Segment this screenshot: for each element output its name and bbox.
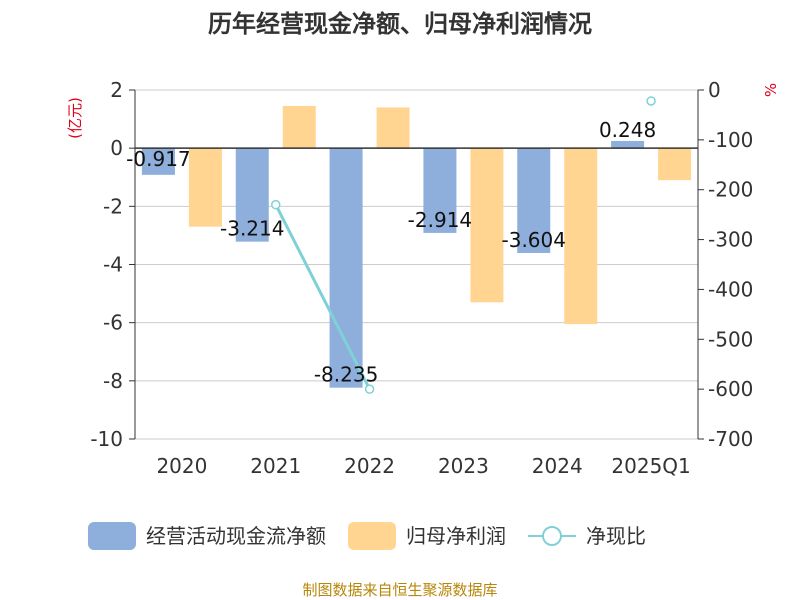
right-tick-label: -400 — [708, 277, 753, 301]
legend-label: 经营活动现金流净额 — [146, 524, 326, 548]
legend-label: 归母净利润 — [406, 524, 506, 548]
left-tick-label: -10 — [90, 427, 123, 451]
ratio-point — [646, 96, 656, 106]
right-axis-unit: % — [762, 83, 780, 97]
chart-title: 历年经营现金净额、归母净利润情况 — [208, 10, 592, 38]
x-tick-label: 2024 — [532, 454, 583, 478]
x-tick-label: 2023 — [438, 454, 489, 478]
bar-value-label: -3.214 — [220, 217, 284, 241]
legend-label: 净现比 — [586, 524, 646, 548]
bar-cashflow — [517, 148, 551, 253]
bar-value-label: 0.248 — [599, 118, 656, 142]
left-tick-label: -2 — [103, 194, 123, 218]
bar-cashflow — [141, 148, 175, 175]
axes: 20-2-4-6-8-100-100-200-300-400-500-600-7… — [90, 78, 753, 478]
bar-net-profit — [376, 107, 410, 149]
ratio-point — [271, 199, 281, 210]
left-tick-label: -6 — [103, 311, 123, 335]
ratio-line-segment — [274, 203, 371, 390]
bar-value-label: -8.235 — [314, 363, 378, 387]
bar-cashflow — [235, 148, 269, 242]
bar-net-profit — [282, 105, 316, 149]
legend-swatch — [88, 522, 136, 550]
ratio-point — [364, 384, 375, 394]
left-axis-unit: (亿元) — [66, 97, 84, 139]
bar-value-label: -0.917 — [126, 147, 190, 171]
right-tick-label: 0 — [708, 78, 721, 102]
x-tick-label: 2021 — [250, 454, 301, 478]
legend-swatch-marker — [542, 526, 562, 546]
right-tick-label: -300 — [708, 228, 753, 252]
left-tick-label: 2 — [110, 78, 123, 102]
ratio-line — [271, 96, 656, 394]
left-tick-label: 0 — [110, 136, 123, 160]
right-tick-label: -600 — [708, 377, 753, 401]
legend: 经营活动现金流净额 归母净利润 净现比 — [88, 522, 646, 550]
bar-net-profit — [564, 148, 598, 325]
left-tick-label: -4 — [103, 253, 123, 277]
bar-net-profit — [658, 148, 692, 181]
bar-value-label: -3.604 — [502, 228, 566, 252]
source-note: 制图数据来自恒生聚源数据库 — [302, 581, 497, 599]
left-tick-label: -8 — [103, 369, 123, 393]
legend-swatch — [348, 522, 396, 550]
bar-net-profit — [188, 148, 222, 227]
bar-cashflow — [611, 140, 645, 149]
right-tick-label: -200 — [708, 178, 753, 202]
x-tick-label: 2022 — [344, 454, 395, 478]
bar-value-label: -2.914 — [408, 208, 472, 232]
right-tick-label: -500 — [708, 327, 753, 351]
right-tick-label: -700 — [708, 427, 753, 451]
x-tick-label: 2025Q1 — [611, 454, 690, 478]
bar-net-profit — [470, 148, 504, 303]
bars — [141, 105, 692, 388]
right-tick-label: -100 — [708, 128, 753, 152]
x-tick-label: 2020 — [156, 454, 207, 478]
bar-cashflow — [329, 148, 363, 388]
bar-cashflow — [423, 148, 457, 233]
data-labels: -0.917 -3.214 -8.235 -2.914 -3.604 0.248 — [126, 118, 656, 387]
